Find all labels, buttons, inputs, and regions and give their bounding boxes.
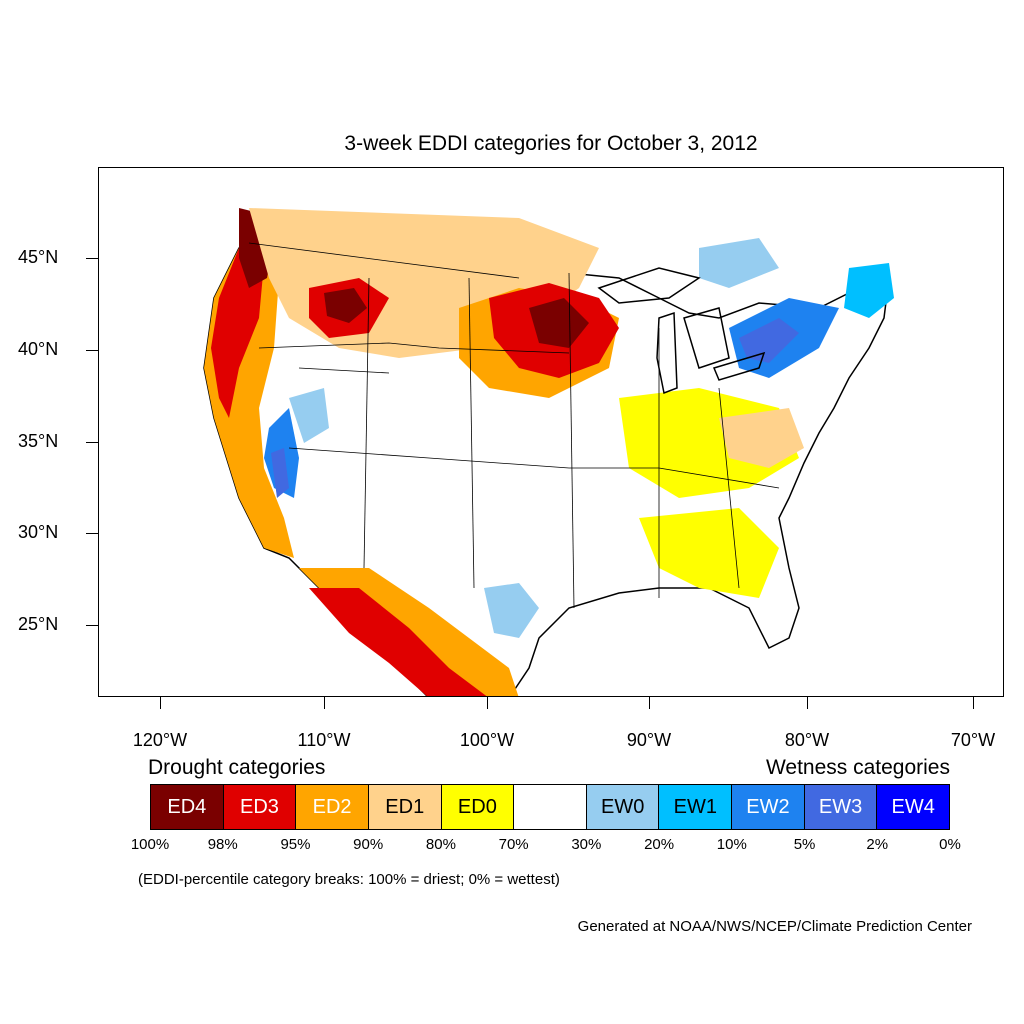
lon-label-100w: 100°W [459,730,515,750]
legend-break-label: 100% [130,836,170,853]
lon-tick-100w [487,697,488,709]
lake-huron [683,307,730,369]
lon-tick-120w [160,697,161,709]
upper-midwest-ed4 [529,298,589,348]
idaho-ed4 [324,288,367,323]
lat-tick-35n [86,442,98,443]
lat-tick-40n [86,350,98,351]
wetness-heading: Wetness categories [765,756,950,779]
legend-box-ew2: EW2 [732,785,805,829]
utah-wet-ew0 [289,388,329,443]
lon-label-80w: 80°W [784,730,830,750]
credit-line: Generated at NOAA/NWS/NCEP/Climate Predi… [577,918,972,935]
lon-tick-70w [973,697,974,709]
legend-break-label: 0% [939,836,961,853]
eddi-map [203,208,894,696]
appalachian-ed1 [719,408,804,468]
legend-box-ed3: ED3 [223,785,297,829]
new-england-wet-ew1 [844,263,894,318]
lat-tick-45n [86,258,98,259]
legend-break-label: 10% [716,836,747,853]
state-borders [248,242,780,609]
category-note: (EDDI-percentile category breaks: 100% =… [138,871,560,888]
legend-box-ew4: EW4 [877,785,950,829]
map-title: 3-week EDDI categories for October 3, 20… [344,132,758,155]
legend-box-ed4: ED4 [151,785,224,829]
lat-tick-30n [86,533,98,534]
lake-michigan [656,311,678,395]
lat-label-40n: 40°N [18,339,59,359]
legend-break-label: 95% [280,836,311,853]
lon-tick-80w [807,697,808,709]
nevada-wet-ew3 [271,448,289,498]
lon-label-120w: 120°W [132,730,188,750]
legend-break-label: 80% [425,836,456,853]
legend-break-label: 5% [793,836,816,853]
lat-label-25n: 25°N [18,614,59,634]
map-area [98,167,1004,697]
southeast-ed0 [639,508,779,598]
legend-break-label: 20% [644,836,675,853]
legend-break-label: 30% [571,836,602,853]
legend-box-ed2: ED2 [296,785,369,829]
legend-box-ew0: EW0 [586,785,660,829]
lat-label-35n: 35°N [18,431,59,451]
ontario-wet-ew0 [699,238,779,288]
legend-box-ed0: ED0 [441,785,515,829]
lon-tick-90w [649,697,650,709]
west-coast-drought-ed3 [211,248,264,418]
lon-label-110w: 110°W [297,730,351,750]
legend-break-label: 70% [498,836,529,853]
lon-tick-110w [324,697,325,709]
drought-heading: Drought categories [148,756,326,779]
lon-label-70w: 70°W [950,730,996,750]
legend-color-bar: ED4 ED3 ED2 ED1 ED0 EW0 EW1 EW2 EW3 EW4 [150,784,950,830]
legend-break-label: 2% [866,836,889,853]
texas-wet-ew0 [484,583,539,638]
great-lakes-wet-ew3 [739,318,799,363]
legend-box-ew1: EW1 [659,785,733,829]
lon-label-90w: 90°W [626,730,672,750]
legend-break-label: 98% [207,836,238,853]
lat-label-45n: 45°N [18,247,59,267]
lat-label-30n: 30°N [18,522,59,542]
legend-box-ew3: EW3 [804,785,878,829]
lat-tick-25n [86,625,98,626]
legend-box-ed1: ED1 [368,785,442,829]
legend-break-label: 90% [353,836,384,853]
legend-box-neutral [514,785,587,829]
lake-erie [712,351,766,381]
sw-mexico-ed3 [309,588,487,696]
lake-superior [597,267,701,304]
